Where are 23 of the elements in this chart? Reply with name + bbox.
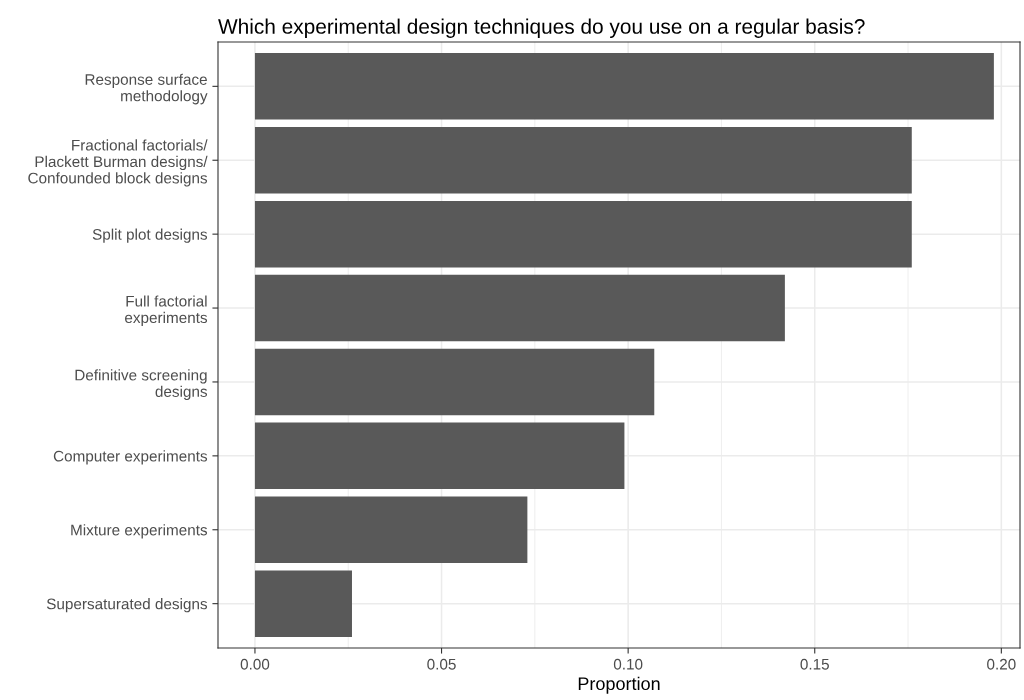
y-tick-label: Response surface methodology — [85, 73, 208, 105]
chart-title: Which experimental design techniques do you use on a regular basis? — [218, 18, 865, 38]
bar — [254, 200, 912, 268]
y-tick-label: Definitive screening designs — [75, 369, 208, 400]
y-tick-label: Mixture experiments — [71, 524, 208, 539]
x-axis-title: Proportion — [578, 676, 660, 694]
bar — [254, 53, 994, 120]
x-tick-label: 0.05 — [427, 658, 456, 670]
x-tick-label: 0.10 — [613, 658, 643, 670]
bar — [254, 126, 912, 194]
bar — [254, 348, 655, 416]
bar — [254, 496, 528, 564]
y-tick-label: Computer experiments — [53, 450, 208, 465]
x-tick-label: 0.15 — [800, 658, 829, 670]
y-tick-label: Full factorial experiments — [125, 295, 208, 327]
y-tick-label: Fractional factorials/ Plackett Burman designs/ Confounded block designs — [28, 139, 208, 187]
x-tick-label: 0.20 — [987, 658, 1016, 670]
y-tick-label: Supersaturated designs — [46, 598, 208, 613]
y-tick-label: Split plot designs — [92, 228, 208, 243]
bar — [254, 274, 785, 342]
bar — [254, 422, 625, 490]
bar — [254, 570, 352, 637]
x-tick-label: 0.00 — [240, 658, 270, 670]
